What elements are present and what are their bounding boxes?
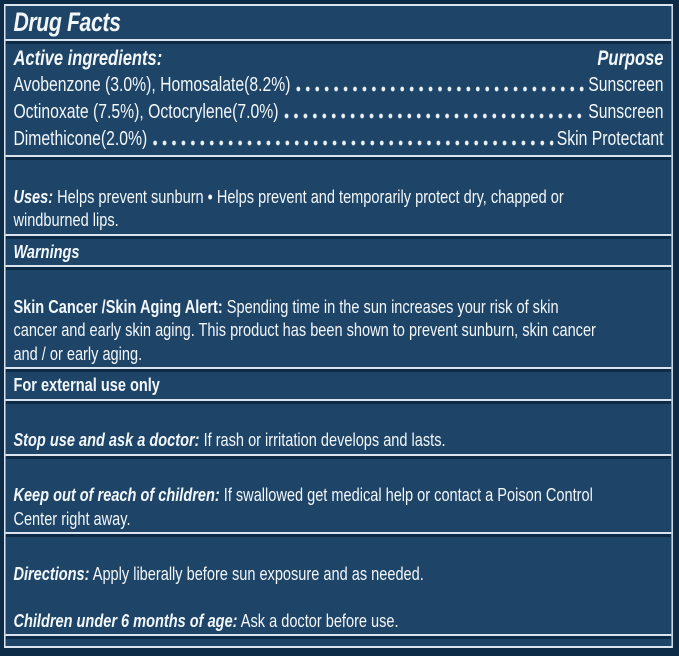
active-ingredients-heading: Active ingredients: [13,47,163,70]
dotted-leader [293,72,586,99]
children-text: Ask a doctor before use. [237,609,399,631]
external-use-text: For external use only [13,374,160,395]
purpose-value: Sunscreen [588,74,664,96]
ingredient-row: Dimethicone(2.0%) Skin Protectant [13,126,664,153]
warnings-heading-section: Warnings [5,238,672,267]
ingredient-name: Avobenzone (3.0%), Homosalate(8.2%) [13,74,291,96]
title-section: Drug Facts [5,6,672,41]
purpose-value: Sunscreen [588,101,664,123]
page-title: Drug Facts [13,7,121,37]
label-inner: Drug Facts Active ingredients: Purpose A… [4,4,679,648]
purpose-heading: Purpose [597,47,664,70]
children-label: Children under 6 months of age: [13,609,238,631]
keep-out-text: If swallowed get medical help or contact… [13,484,593,529]
inactive-ingredients-section: Inactive ingredients: Ozokerite, Mineral… [5,639,672,646]
external-use-section: For external use only [5,372,672,401]
ingredient-row: Avobenzone (3.0%), Homosalate(8.2%) Suns… [13,72,664,99]
dotted-leader [281,99,586,126]
uses-section: Uses: Helps prevent sunburn • Helps prev… [5,160,672,236]
label-border-box: Drug Facts Active ingredients: Purpose A… [4,4,673,648]
directions-text: Apply liberally before sun exposure and … [89,562,424,584]
keep-out-section: Keep out of reach of children: If swallo… [5,458,672,534]
ingredient-row: Octinoxate (7.5%), Octocrylene(7.0%) Sun… [13,99,664,126]
stop-use-section: Stop use and ask a doctor: If rash or ir… [5,403,672,456]
active-ingredients-section: Active ingredients: Purpose Avobenzone (… [5,44,672,157]
keep-out-label: Keep out of reach of children: [13,484,220,505]
uses-text: Helps prevent sunburn • Helps prevent an… [13,185,564,231]
skin-cancer-alert-label: Skin Cancer /Skin Aging Alert: [13,295,223,317]
stop-use-label: Stop use and ask a doctor: [13,429,200,450]
skin-cancer-alert-text: Spending time in the sun increases your … [13,295,596,364]
skin-cancer-alert-section: Skin Cancer /Skin Aging Alert: Spending … [5,270,672,369]
warnings-heading: Warnings [13,240,80,262]
active-ingredients-header-row: Active ingredients: Purpose [13,45,663,72]
ingredient-name: Dimethicone(2.0%) [13,128,148,150]
directions-section: Directions: Apply liberally before sun e… [5,537,672,636]
uses-label: Uses: [13,185,54,207]
dotted-leader [150,126,554,153]
stop-use-text: If rash or irritation develops and lasts… [199,429,446,450]
purpose-value: Skin Protectant [556,128,664,150]
directions-label: Directions: [13,562,90,584]
ingredient-name: Octinoxate (7.5%), Octocrylene(7.0%) [13,101,279,123]
